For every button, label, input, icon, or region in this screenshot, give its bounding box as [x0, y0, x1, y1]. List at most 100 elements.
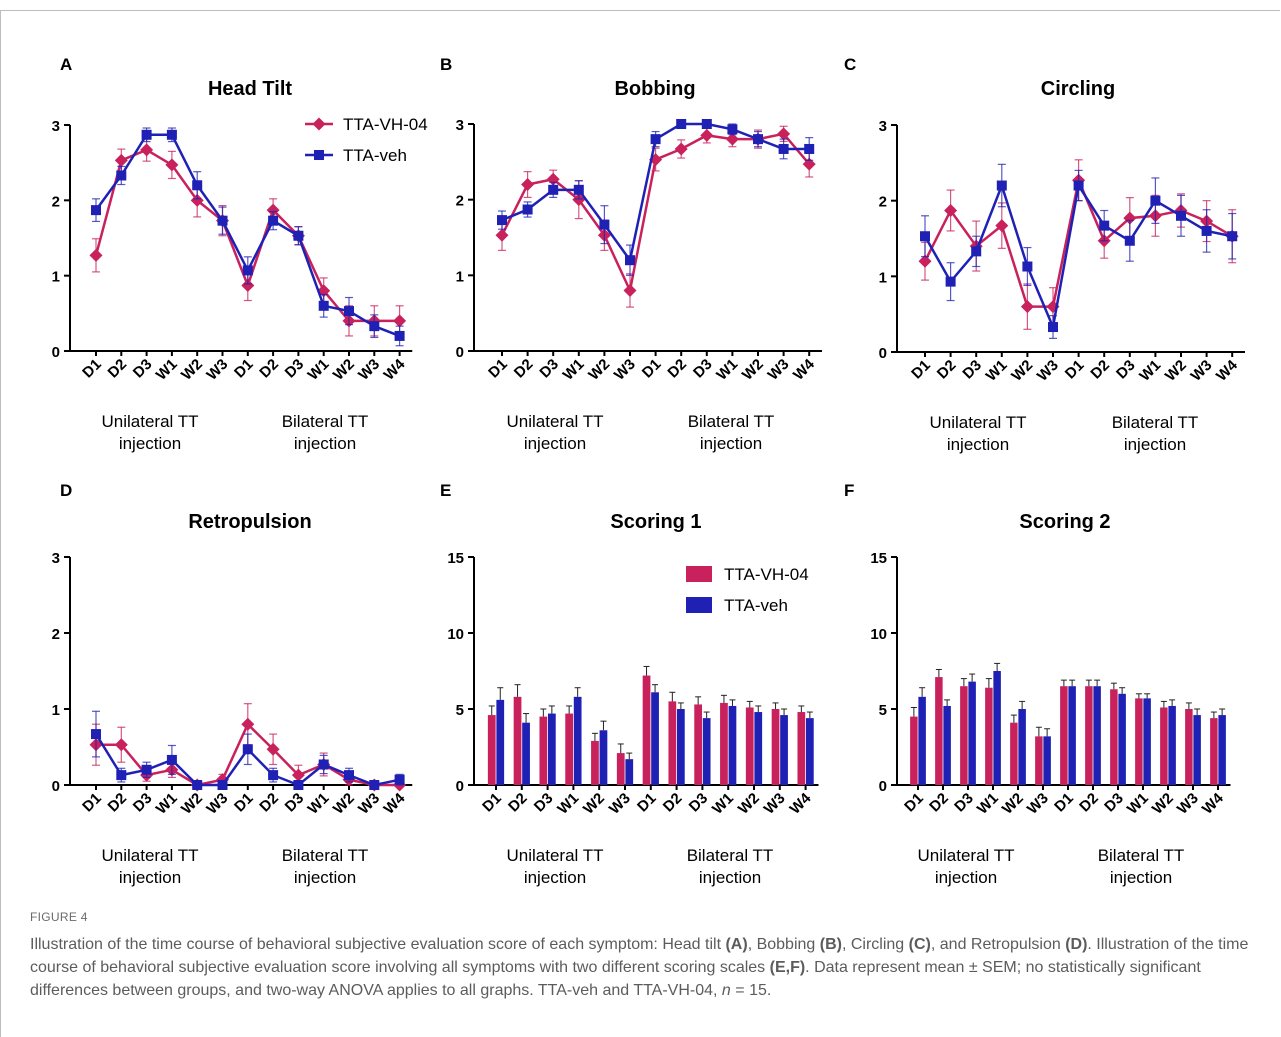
y-tick-label: 0 — [52, 344, 60, 361]
series-tta-veh — [918, 662, 1226, 785]
x-tick-label: D2 — [256, 790, 282, 816]
y-tick-label: 10 — [870, 626, 887, 643]
chart-title: Bobbing — [614, 78, 695, 100]
y-tick-label: 0 — [52, 778, 60, 795]
bar — [754, 712, 763, 785]
figure-caption: FIGURE 4 Illustration of the time course… — [30, 906, 1255, 1002]
data-point-diamond — [241, 278, 255, 292]
data-point-square — [268, 215, 279, 226]
group-label-unilateral-2: injection — [947, 435, 1009, 454]
x-tick-label: W2 — [330, 356, 358, 384]
y-tick-label: 2 — [52, 193, 60, 210]
group-label-unilateral: Unilateral TT — [102, 412, 199, 431]
data-point-square — [141, 129, 152, 140]
y-tick-label: 3 — [879, 118, 887, 135]
data-point-diamond — [140, 143, 154, 157]
y-tick-label: 2 — [52, 626, 60, 643]
x-tick-label: D2 — [1076, 790, 1102, 816]
legend-label: TTA-VH-04 — [724, 565, 809, 584]
group-label-bilateral-2: injection — [294, 434, 356, 453]
caption-part: . Illustration of the time course of beh… — [30, 936, 1249, 976]
x-tick-label: W2 — [1008, 357, 1036, 385]
bar — [694, 704, 703, 785]
legend-swatch — [686, 597, 712, 613]
y-tick-label: 15 — [447, 550, 464, 567]
legend-label: TTA-veh — [724, 596, 788, 615]
data-point-square — [318, 759, 329, 770]
x-tick-label: W1 — [305, 790, 333, 818]
caption-n: n — [721, 982, 731, 999]
x-tick-label: D2 — [1087, 357, 1113, 383]
bar — [1160, 707, 1168, 785]
bar — [985, 687, 993, 785]
data-point-square — [192, 780, 203, 790]
x-tick-label: D3 — [1101, 790, 1127, 816]
data-point-square — [394, 774, 405, 785]
bar — [728, 705, 737, 785]
data-point-diamond — [700, 128, 714, 142]
data-point-square — [1124, 235, 1135, 246]
x-tick-label: D1 — [908, 357, 934, 383]
y-tick-label: 0 — [456, 778, 464, 795]
x-tick-label: W1 — [1124, 790, 1152, 818]
caption-ref-b: (B) — [819, 936, 842, 953]
legend-swatch — [686, 566, 712, 582]
caption-part: Illustration of the time course of behav… — [30, 936, 726, 953]
bar — [993, 671, 1001, 785]
bar — [702, 718, 711, 785]
x-tick-label: D3 — [1113, 357, 1139, 383]
data-point-square — [293, 780, 304, 790]
legend-label: TTA-veh — [343, 146, 407, 165]
panel-letter: E — [440, 481, 451, 500]
series-tta-vh-04 — [495, 125, 816, 308]
bar — [797, 712, 806, 785]
bar — [943, 705, 951, 785]
bar — [676, 709, 685, 785]
x-tick-label: D1 — [79, 356, 105, 382]
data-point-square — [91, 205, 101, 216]
data-point-diamond — [393, 314, 407, 328]
caption-ref-c: (C) — [908, 936, 931, 953]
x-tick-label: D1 — [485, 356, 511, 382]
group-label-bilateral-2: injection — [1124, 435, 1186, 454]
data-point-square — [116, 770, 127, 781]
figure-label: FIGURE 4 — [30, 910, 88, 924]
y-tick-label: 3 — [52, 118, 60, 135]
data-point-diamond — [89, 248, 103, 262]
bar — [1010, 722, 1018, 785]
data-point-square — [753, 134, 763, 145]
x-tick-label: W1 — [560, 356, 588, 384]
y-tick-label: 2 — [879, 194, 887, 211]
bar — [1135, 698, 1143, 785]
x-tick-label: D1 — [1062, 357, 1088, 383]
group-label-bilateral-2: injection — [294, 868, 356, 887]
bar — [616, 753, 625, 785]
y-tick-label: 0 — [879, 345, 887, 362]
chart-title: Head Tilt — [208, 78, 292, 100]
y-tick-label: 1 — [879, 269, 887, 286]
data-point-square — [727, 124, 738, 135]
data-point-diamond — [165, 158, 179, 172]
bar — [539, 716, 548, 785]
group-label-bilateral: Bilateral TT — [282, 412, 369, 431]
x-tick-label: W1 — [974, 790, 1002, 818]
data-point-diamond — [114, 738, 128, 752]
x-tick-label: W4 — [786, 789, 814, 817]
x-tick-label: D2 — [105, 356, 131, 382]
caption-text: Illustration of the time course of behav… — [30, 933, 1255, 1002]
data-point-square — [242, 265, 253, 276]
bar — [591, 740, 599, 785]
data-point-square — [394, 330, 405, 341]
bar — [496, 699, 505, 785]
x-tick-label: W4 — [380, 355, 408, 383]
series-line — [923, 181, 1233, 332]
series-tta-veh — [91, 127, 405, 347]
x-tick-label: D3 — [959, 357, 985, 383]
data-point-diamond — [995, 219, 1009, 233]
x-tick-label: D1 — [479, 790, 505, 816]
x-tick-label: D2 — [105, 790, 131, 816]
x-tick-label: D2 — [926, 790, 952, 816]
data-point-square — [599, 219, 610, 230]
